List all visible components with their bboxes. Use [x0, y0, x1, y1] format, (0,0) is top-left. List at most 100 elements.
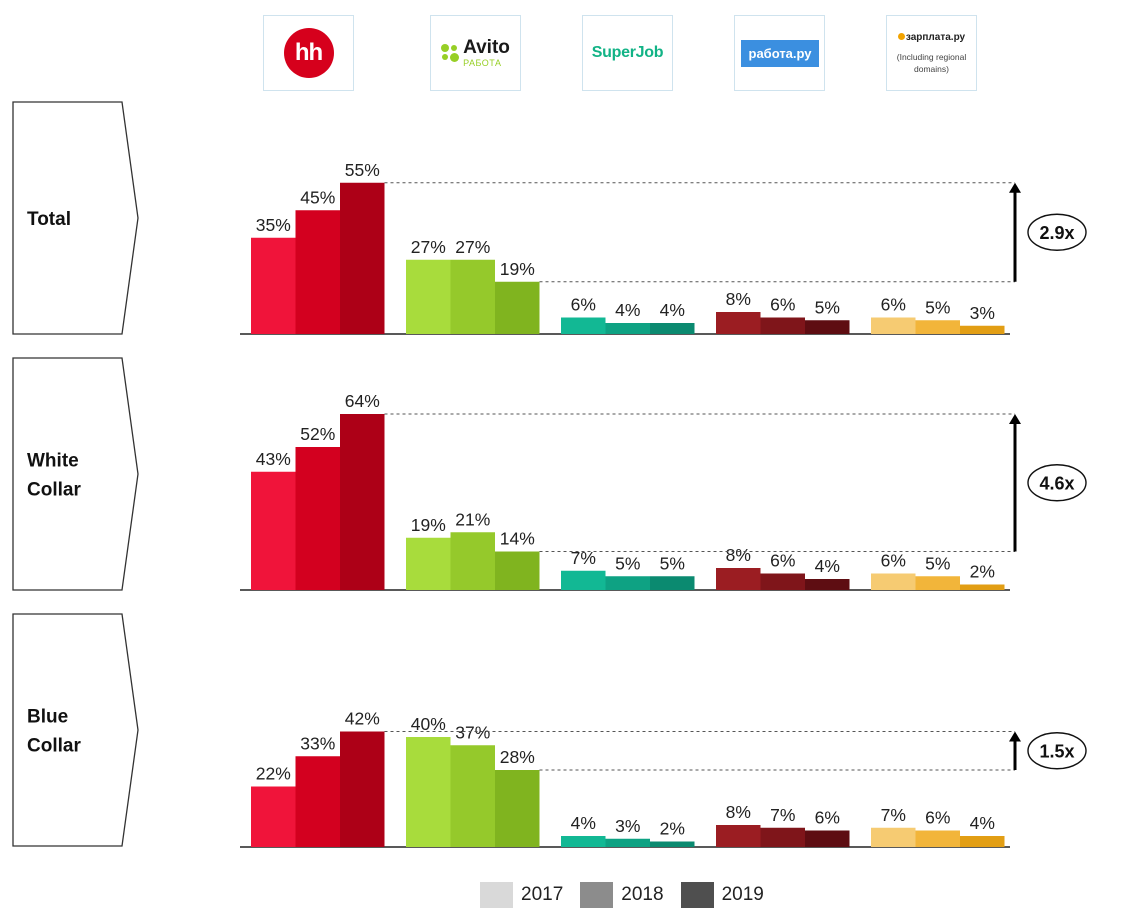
- ratio-label-blue-collar: 1.5x: [1039, 741, 1074, 761]
- value-label-white-collar-rabota-2019: 4%: [815, 556, 840, 576]
- logo-hh: hh: [263, 15, 354, 91]
- bar-total-superjob-2018: [605, 323, 650, 334]
- value-label-white-collar-zarplata-2018: 5%: [925, 553, 950, 573]
- value-label-white-collar-superjob-2017: 7%: [571, 548, 596, 568]
- bar-blue-collar-avito-2017: [406, 737, 451, 847]
- ratio-pill-white-collar: [1027, 464, 1087, 502]
- value-label-blue-collar-zarplata-2018: 6%: [925, 808, 950, 828]
- value-label-blue-collar-avito-2018: 37%: [455, 722, 490, 742]
- ratio-label-white-collar: 4.6x: [1039, 473, 1074, 493]
- bar-white-collar-hh-2017: [251, 471, 296, 590]
- panel-label-box-white-collar: [12, 357, 139, 591]
- value-label-white-collar-hh-2019: 64%: [345, 391, 380, 411]
- value-label-white-collar-superjob-2018: 5%: [615, 553, 640, 573]
- value-label-blue-collar-avito-2019: 28%: [500, 747, 535, 767]
- bar-blue-collar-zarplata-2019: [960, 836, 1005, 847]
- value-label-white-collar-hh-2018: 52%: [300, 424, 335, 444]
- legend-label-2017: 2017: [521, 884, 564, 905]
- legend-item-2017: 2017: [480, 882, 563, 908]
- bar-white-collar-rabota-2017: [716, 568, 761, 590]
- bar-white-collar-zarplata-2019: [960, 584, 1005, 590]
- value-label-total-zarplata-2019: 3%: [970, 303, 995, 323]
- bar-blue-collar-avito-2019: [495, 770, 540, 847]
- value-label-total-rabota-2019: 5%: [815, 297, 840, 317]
- zarplata-name: зарплата.ру: [905, 31, 966, 43]
- panel-label-blue-collar-line-2: Collar: [27, 736, 81, 757]
- bar-white-collar-zarplata-2017: [871, 573, 916, 590]
- value-label-blue-collar-hh-2018: 33%: [300, 733, 335, 753]
- legend-swatch-2017: [480, 882, 513, 908]
- bar-white-collar-hh-2018: [295, 447, 340, 590]
- legend-label-2018: 2018: [621, 884, 664, 905]
- bar-total-superjob-2019: [650, 323, 695, 334]
- bar-white-collar-hh-2019: [340, 414, 385, 590]
- ratio-arrow-head-white-collar: [1009, 414, 1021, 424]
- value-label-blue-collar-superjob-2018: 3%: [615, 816, 640, 836]
- value-label-white-collar-avito-2017: 19%: [411, 515, 446, 535]
- ratio-pill-blue-collar: [1027, 732, 1087, 770]
- bar-blue-collar-rabota-2019: [805, 830, 850, 847]
- bar-total-zarplata-2018: [915, 320, 960, 334]
- logo-avito: Avito РАБОТА: [430, 15, 521, 91]
- legend-item-2019: 2019: [680, 882, 764, 908]
- value-label-blue-collar-avito-2017: 40%: [411, 714, 446, 734]
- legend: 2017 2018 2019: [480, 882, 781, 908]
- logo-rabota: работа.ру: [734, 15, 825, 91]
- value-label-total-superjob-2019: 4%: [660, 300, 685, 320]
- value-label-total-zarplata-2018: 5%: [925, 297, 950, 317]
- panel-label-total-line-1: Total: [27, 209, 71, 230]
- zarplata-dot-icon: [897, 33, 905, 41]
- bar-white-collar-avito-2018: [450, 532, 495, 590]
- bar-blue-collar-hh-2019: [340, 731, 385, 847]
- value-label-total-hh-2018: 45%: [300, 187, 335, 207]
- superjob-name: SuperJob: [591, 44, 664, 61]
- bar-total-hh-2017: [251, 237, 296, 334]
- bar-total-zarplata-2019: [960, 325, 1005, 334]
- bar-white-collar-superjob-2018: [605, 576, 650, 590]
- legend-item-2018: 2018: [580, 882, 664, 908]
- bar-white-collar-superjob-2017: [561, 570, 606, 590]
- value-label-total-superjob-2017: 6%: [571, 295, 596, 315]
- bar-blue-collar-rabota-2018: [760, 827, 805, 847]
- ratio-arrow-head-total: [1009, 182, 1021, 193]
- value-label-white-collar-rabota-2018: 6%: [770, 551, 795, 571]
- value-label-white-collar-rabota-2017: 8%: [726, 545, 751, 565]
- hh-logo-mark: hh: [283, 28, 334, 78]
- bar-blue-collar-rabota-2017: [716, 825, 761, 847]
- value-label-total-avito-2017: 27%: [411, 237, 446, 257]
- value-label-total-avito-2018: 27%: [455, 237, 490, 257]
- value-label-white-collar-avito-2019: 14%: [500, 529, 535, 549]
- bar-total-rabota-2018: [760, 317, 805, 334]
- value-label-blue-collar-superjob-2017: 4%: [571, 813, 596, 833]
- bar-white-collar-rabota-2019: [805, 579, 850, 590]
- legend-label-2019: 2019: [721, 884, 764, 905]
- zarplata-note: (Including regional domains): [896, 51, 967, 74]
- bar-total-zarplata-2017: [871, 317, 916, 334]
- ratio-pill-total: [1027, 213, 1087, 251]
- bar-blue-collar-hh-2018: [295, 756, 340, 847]
- value-label-total-avito-2019: 19%: [500, 259, 535, 279]
- bar-blue-collar-superjob-2019: [650, 841, 695, 847]
- bar-total-rabota-2019: [805, 320, 850, 334]
- bar-total-hh-2018: [295, 210, 340, 334]
- logo-zarplata: зарплата.ру (Including regional domains): [886, 15, 977, 91]
- legend-swatch-2018: [580, 882, 614, 908]
- value-label-blue-collar-superjob-2019: 2%: [660, 819, 685, 839]
- value-label-blue-collar-zarplata-2019: 4%: [970, 813, 995, 833]
- avito-name: Avito: [463, 37, 510, 58]
- value-label-white-collar-avito-2018: 21%: [455, 509, 490, 529]
- value-label-white-collar-zarplata-2019: 2%: [970, 562, 995, 582]
- value-label-blue-collar-hh-2017: 22%: [256, 764, 291, 784]
- panel-label-box-total: [12, 101, 139, 335]
- value-label-white-collar-superjob-2019: 5%: [660, 553, 685, 573]
- bar-total-avito-2019: [495, 281, 540, 334]
- value-label-blue-collar-zarplata-2017: 7%: [881, 805, 906, 825]
- value-label-blue-collar-rabota-2017: 8%: [726, 802, 751, 822]
- bar-white-collar-avito-2017: [406, 537, 451, 590]
- logo-superjob: SuperJob: [582, 15, 673, 91]
- panel-label-white-collar-line-1: White: [27, 451, 79, 472]
- bar-blue-collar-avito-2018: [450, 745, 495, 847]
- value-label-blue-collar-hh-2019: 42%: [345, 709, 380, 729]
- rabota-name: работа.ру: [740, 39, 819, 67]
- value-label-blue-collar-rabota-2018: 7%: [770, 805, 795, 825]
